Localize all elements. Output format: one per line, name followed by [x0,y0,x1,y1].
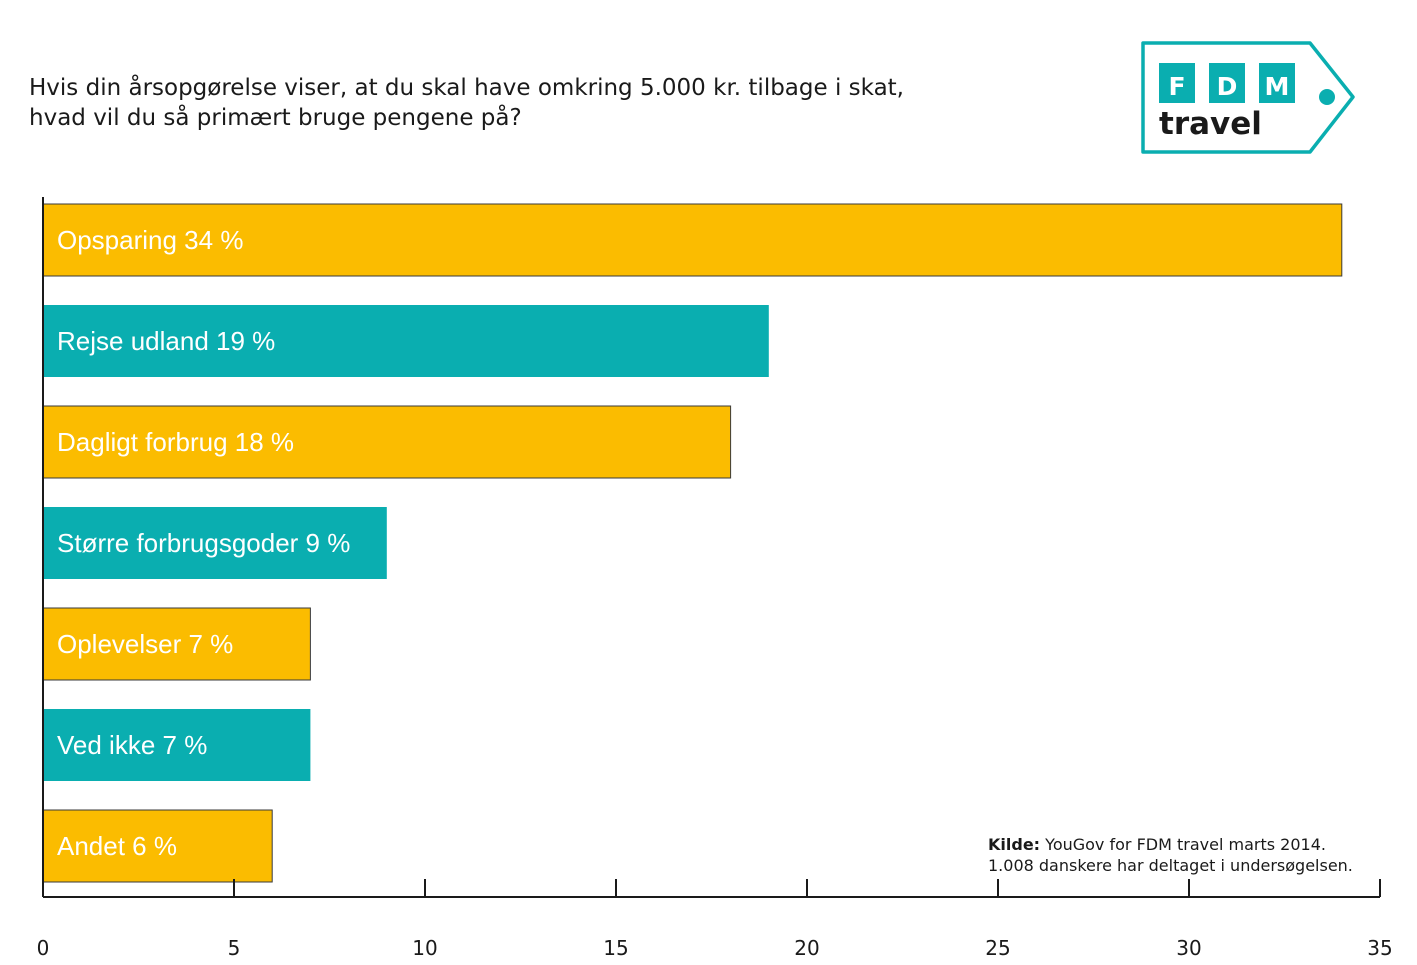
x-tick-label-1: 5 [228,936,241,960]
x-tick-label-6: 30 [1176,936,1201,960]
logo-tag-shape [1141,41,1355,154]
logo-letter-m: M [1265,72,1290,101]
logo-box-m [1259,63,1295,103]
bar-label-6: Andet 6 % [57,831,177,861]
logo-letter-f: F [1168,72,1185,101]
bar-5 [43,709,311,781]
fdm-travel-logo: F D M travel [1141,41,1355,154]
logo-box-f [1159,63,1195,103]
bar-0 [42,203,1343,277]
bar-4 [42,607,311,681]
bar-label-3: Større forbrugsgoder 9 % [57,528,350,558]
title-line-1: Hvis din årsopgørelse viser, at du skal … [29,75,904,101]
logo-word: travel [1159,106,1262,142]
bar-1 [43,305,769,377]
bar-label-2: Dagligt forbrug 18 % [57,427,294,457]
bar-label-5: Ved ikke 7 % [57,730,207,760]
bar-6 [42,809,273,883]
source-text: YouGov for FDM travel marts 2014. [1040,835,1326,854]
logo-letter-d: D [1217,72,1238,101]
title-line-2: hvad vil du så primært bruge pengene på? [29,105,522,131]
source-bold-label: Kilde: [988,835,1041,854]
source-line-2: 1.008 danskere har deltaget i undersøgel… [988,856,1353,875]
x-tick-label-2: 10 [412,936,437,960]
x-tick-label-4: 20 [794,936,819,960]
logo-tag-hole [1319,89,1335,105]
bar-label-0: Opsparing 34 % [57,225,243,255]
x-tick-label-7: 35 [1367,936,1392,960]
bar-label-4: Oplevelser 7 % [57,629,233,659]
x-tick-label-5: 25 [985,936,1010,960]
chart-title: Hvis din årsopgørelse viser, at du skal … [29,73,1029,133]
x-tick-label-0: 0 [37,936,50,960]
bar-label-1: Rejse udland 19 % [57,326,275,356]
logo-box-d [1209,63,1245,103]
x-tick-label-3: 15 [603,936,628,960]
source-line-1: Kilde: YouGov for FDM travel marts 2014. [988,834,1353,855]
source-note: Kilde: YouGov for FDM travel marts 2014.… [988,834,1353,876]
bar-3 [43,507,387,579]
bar-2 [42,405,732,479]
